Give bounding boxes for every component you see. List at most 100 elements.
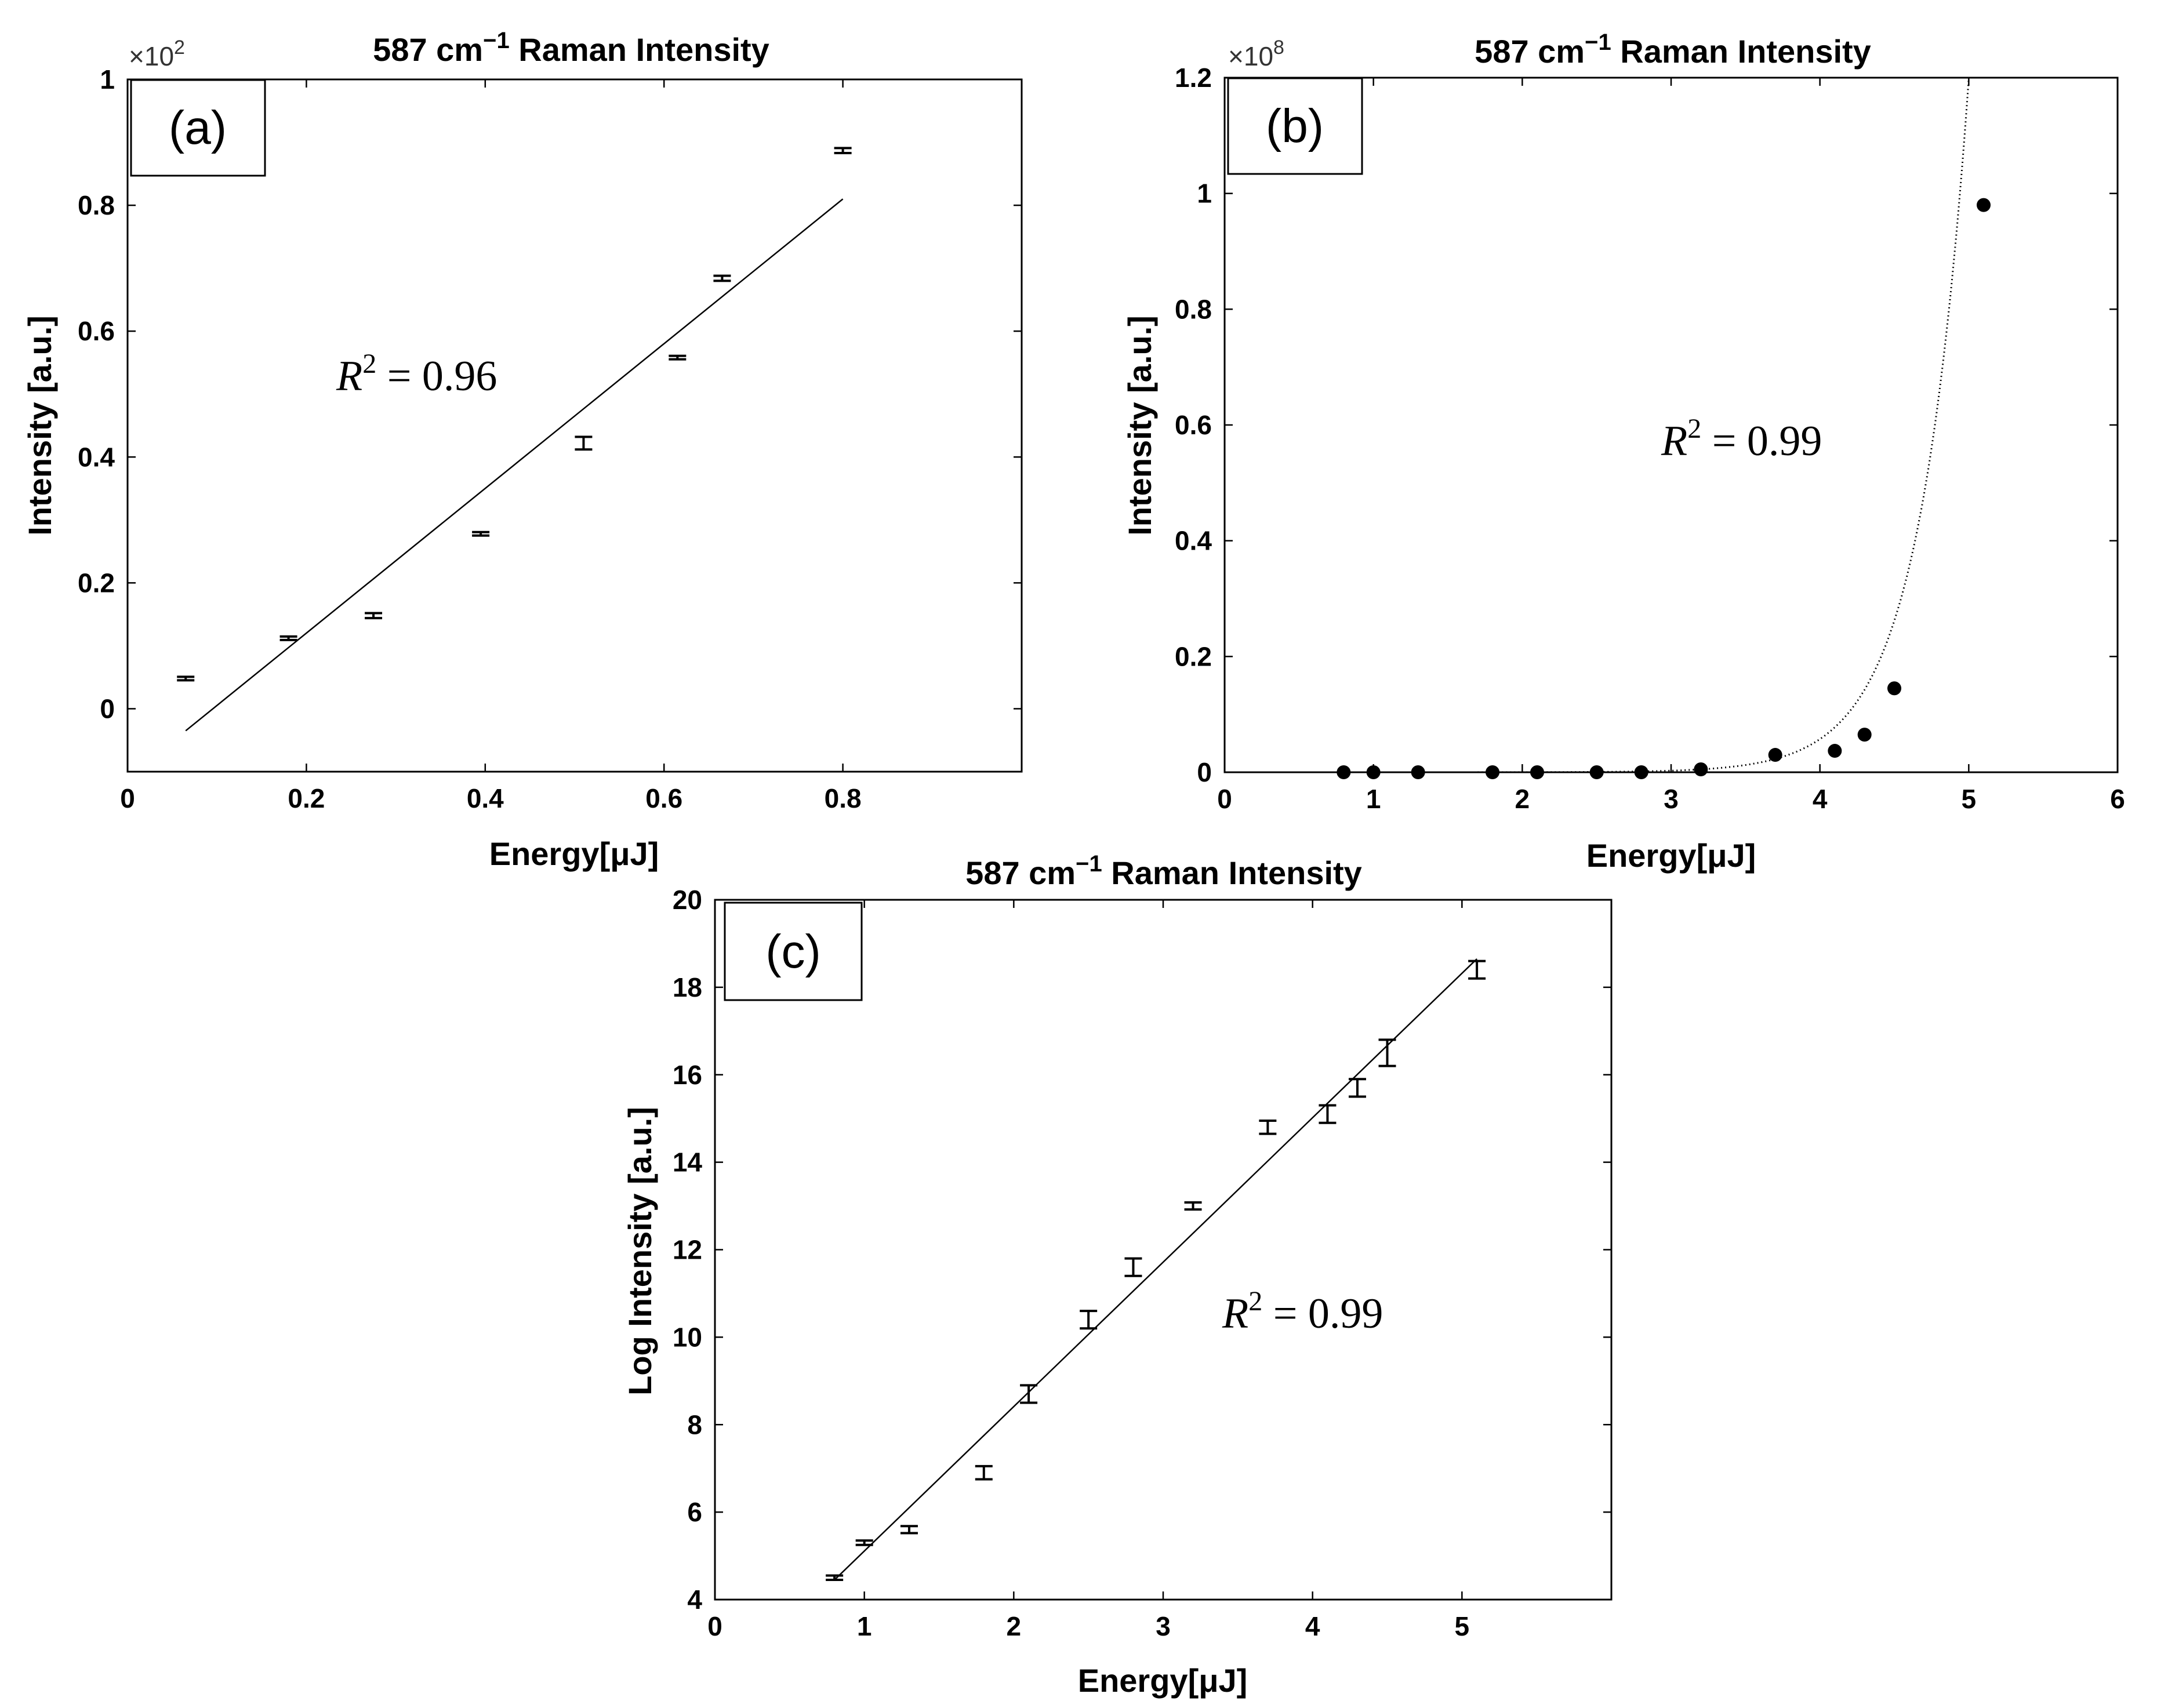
fit-line — [185, 198, 844, 732]
x-tick-label: 0 — [1217, 784, 1232, 814]
panel-c-xlabel: Energy[μJ] — [1078, 1662, 1248, 1699]
y-tick-label: 6 — [687, 1497, 702, 1527]
data-point — [1337, 765, 1351, 779]
panel-c-fit — [834, 958, 1477, 1580]
panel-b-fit — [1343, 77, 1970, 773]
data-point — [1828, 744, 1842, 758]
x-tick-label: 4 — [1813, 784, 1828, 814]
data-point — [1857, 728, 1872, 742]
y-tick-label: 12 — [673, 1235, 702, 1265]
x-tick-label: 1 — [857, 1611, 872, 1641]
y-tick-label: 8 — [687, 1409, 702, 1440]
x-tick-label: 0.2 — [288, 783, 325, 813]
panel-b-label: (b) — [1266, 100, 1324, 152]
data-point — [1366, 765, 1381, 779]
x-tick-label: 1 — [1366, 784, 1381, 814]
data-point — [1589, 765, 1604, 779]
data-point — [1319, 1104, 1337, 1124]
panel-a-xlabel: Energy[μJ] — [489, 835, 659, 872]
y-tick-label: 14 — [673, 1147, 703, 1178]
x-tick-label: 0 — [120, 783, 135, 813]
panel-a-ylabel: Intensity [a.u.] — [21, 315, 58, 536]
panel-c-r2: R2 = 0.99 — [1222, 1286, 1383, 1338]
y-tick-label: 10 — [673, 1322, 702, 1352]
panel-a-points — [177, 147, 852, 682]
data-point — [1977, 198, 1991, 212]
panel-c-title: 587 cm−1 Raman Intensity — [965, 851, 1362, 891]
panel-a-y-multiplier: ×102 — [129, 37, 185, 71]
panel-c-points — [826, 960, 1486, 1582]
data-point — [713, 274, 731, 282]
panel-c-ylabel: Log Intensity [a.u.] — [622, 1107, 658, 1396]
panel-b-y-multiplier: ×108 — [1228, 37, 1284, 71]
panel-b-xlabel: Energy[μJ] — [1586, 837, 1756, 874]
x-tick-label: 5 — [1962, 784, 1977, 814]
y-tick-label: 1 — [100, 64, 115, 95]
panel-b-label-box — [1227, 77, 1363, 175]
data-point — [1486, 765, 1499, 779]
data-point — [1634, 765, 1648, 779]
x-tick-label: 0.8 — [825, 783, 862, 813]
data-point — [472, 530, 490, 537]
panel-a-plot-area — [126, 78, 1023, 773]
data-point — [1378, 1038, 1396, 1067]
data-point — [365, 612, 383, 620]
y-tick-label: 1 — [1197, 179, 1212, 209]
x-tick-label: 2 — [1007, 1611, 1022, 1641]
data-point — [1411, 765, 1425, 779]
data-point — [575, 435, 593, 451]
data-point — [834, 147, 852, 154]
x-tick-label: 2 — [1515, 784, 1530, 814]
fit-curve — [1343, 77, 1970, 773]
fit-line — [834, 958, 1477, 1580]
data-point — [1348, 1078, 1366, 1098]
data-point — [1020, 1384, 1038, 1404]
data-point — [855, 1539, 873, 1546]
data-point — [1468, 960, 1486, 980]
y-tick-label: 0.4 — [1175, 526, 1212, 556]
panel-b: 587 cm−1 Raman Intensity ×108 0 1 2 3 4 5 6 0 0.… — [1121, 30, 2125, 874]
y-tick-label: 0.2 — [1175, 641, 1212, 671]
x-tick-label: 6 — [2110, 784, 2125, 814]
panel-c-label: (c) — [765, 925, 821, 978]
y-tick-label: 0 — [1197, 757, 1212, 787]
panel-a-label: (a) — [169, 101, 227, 154]
data-point — [1184, 1201, 1202, 1211]
panel-b-points — [1337, 198, 1991, 779]
x-tick-label: 5 — [1455, 1611, 1470, 1641]
panel-a-title: 587 cm−1 Raman Intensity — [373, 28, 769, 68]
data-point — [669, 354, 687, 361]
panel-c: 587 cm−1 Raman Intensity 0 1 2 3 4 5468101214… — [622, 851, 1613, 1699]
panel-a-label-box — [130, 79, 266, 177]
x-tick-label: 0.6 — [645, 783, 682, 813]
data-point — [826, 1574, 844, 1582]
data-point — [900, 1525, 918, 1535]
x-tick-label: 0 — [707, 1611, 722, 1641]
panel-c-label-box — [724, 902, 863, 1001]
y-tick-label: 1.2 — [1175, 63, 1212, 93]
data-point — [1887, 681, 1901, 696]
data-point — [975, 1464, 993, 1481]
x-tick-label: 0.4 — [467, 783, 504, 813]
y-tick-label: 0.6 — [78, 316, 115, 346]
panel-b-title: 587 cm−1 Raman Intensity — [1475, 30, 1871, 70]
x-tick-label: 4 — [1305, 1611, 1320, 1641]
data-point — [1694, 762, 1708, 777]
y-tick-label: 4 — [687, 1585, 702, 1615]
y-tick-label: 0 — [100, 693, 115, 724]
data-point — [1530, 765, 1544, 779]
y-tick-label: 0.6 — [1175, 410, 1212, 440]
data-point — [279, 635, 297, 641]
y-tick-label: 0.2 — [78, 568, 115, 598]
panel-b-r2: R2 = 0.99 — [1661, 413, 1822, 465]
data-point — [1080, 1310, 1098, 1330]
data-point — [1124, 1257, 1142, 1277]
y-tick-label: 18 — [673, 972, 702, 1002]
panel-c-plot-area — [714, 899, 1613, 1601]
data-point — [1768, 748, 1782, 762]
panel-b-ylabel: Intensity [a.u.] — [1121, 315, 1158, 536]
y-tick-label: 0.4 — [78, 442, 115, 472]
data-point — [177, 675, 195, 682]
